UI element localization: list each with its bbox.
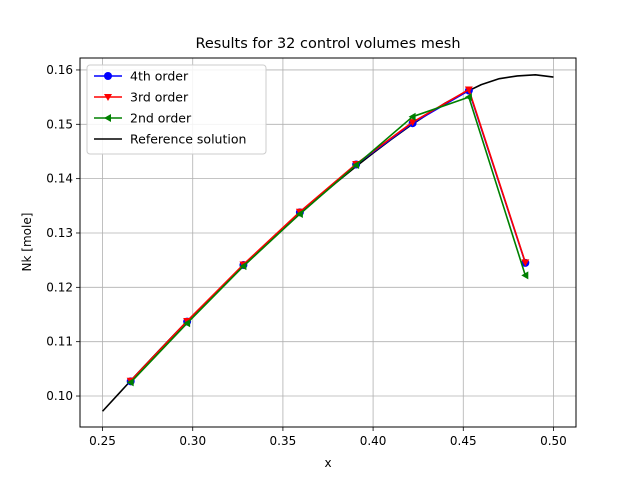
x-tick-label: 0.40 xyxy=(360,434,387,448)
y-tick-label: 0.14 xyxy=(46,172,73,186)
y-tick-label: 0.15 xyxy=(46,117,73,131)
data-point-2nd-order xyxy=(295,209,303,218)
legend-marker xyxy=(104,94,112,101)
y-tick-label: 0.16 xyxy=(46,63,73,77)
data-point-2nd-order xyxy=(408,112,416,121)
data-point-3rd-order xyxy=(408,119,417,127)
data-point-2nd-order xyxy=(352,161,360,170)
series-layer xyxy=(101,74,554,412)
legend-box xyxy=(86,64,267,155)
plot-area-frame xyxy=(79,57,577,428)
legend-marker xyxy=(104,114,111,122)
legend-item: 4th order xyxy=(94,69,189,84)
y-tick-label: 0.11 xyxy=(46,335,73,349)
data-point-2nd-order xyxy=(126,378,134,387)
series-line-2nd-order xyxy=(130,96,527,383)
data-point-2nd-order xyxy=(521,271,529,280)
data-point-3rd-order xyxy=(521,259,530,267)
x-axis: 0.25 0.30 0.35 0.40 0.45 0.50 xyxy=(89,427,567,448)
series-2nd-order xyxy=(126,93,529,387)
series-line-3rd-order xyxy=(130,88,527,382)
legend-label: 2nd order xyxy=(130,111,192,126)
x-tick-label: 0.30 xyxy=(179,434,206,448)
data-point-3rd-order xyxy=(464,86,473,94)
y-axis: 0.10 0.11 0.12 0.13 0.14 0.15 0.16 xyxy=(46,63,80,403)
legend-label: Reference solution xyxy=(130,132,246,147)
x-tick-label: 0.25 xyxy=(89,434,116,448)
legend-label: 4th order xyxy=(130,69,189,84)
x-tick-label: 0.50 xyxy=(540,434,567,448)
data-point-2nd-order xyxy=(183,319,191,328)
data-point-2nd-order xyxy=(464,93,472,102)
legend-label: 3rd order xyxy=(130,90,189,105)
legend-marker xyxy=(104,72,112,80)
chart-title: Results for 32 control volumes mesh xyxy=(195,36,460,52)
legend: 4th order 3rd order 2nd order Reference sol… xyxy=(86,64,267,155)
x-tick-label: 0.45 xyxy=(450,434,477,448)
data-point-2nd-order xyxy=(239,262,247,271)
legend-item: 3rd order xyxy=(94,90,189,105)
x-tick-label: 0.35 xyxy=(270,434,297,448)
y-tick-label: 0.10 xyxy=(46,389,73,403)
x-axis-label: x xyxy=(324,456,331,470)
legend-item: Reference solution xyxy=(94,132,246,147)
legend-item: 2nd order xyxy=(94,111,192,126)
y-tick-label: 0.12 xyxy=(46,280,73,294)
y-tick-label: 0.13 xyxy=(46,226,73,240)
y-axis-label: Nk [mole] xyxy=(20,213,34,272)
